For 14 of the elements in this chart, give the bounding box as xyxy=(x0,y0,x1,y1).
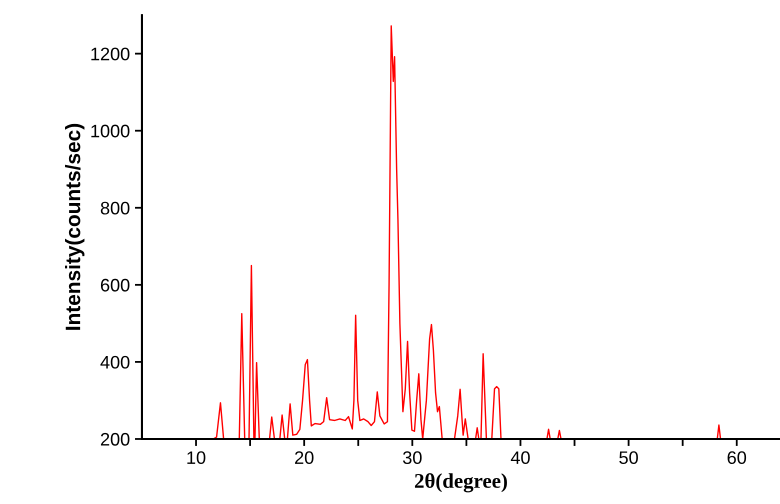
x-tick-label: 20 xyxy=(295,451,314,464)
y-tick-label: 600 xyxy=(100,278,130,292)
y-tick-label: 400 xyxy=(100,356,130,369)
y-tick-label: 200 xyxy=(100,432,130,446)
y-axis-title: Intensity(counts/sec) xyxy=(65,124,84,330)
x-tick-label: 60 xyxy=(728,451,746,464)
x-axis-title: 2θ(degree) xyxy=(414,473,507,492)
x-tick-label: 50 xyxy=(619,451,638,464)
x-tick-label: 40 xyxy=(510,451,530,464)
x-tick-label: 10 xyxy=(187,451,206,464)
y-tick-label: 1000 xyxy=(91,124,130,138)
x-tick-label: 30 xyxy=(402,451,422,464)
y-tick-label: 800 xyxy=(100,202,130,215)
y-tick-label: 1200 xyxy=(91,48,130,60)
